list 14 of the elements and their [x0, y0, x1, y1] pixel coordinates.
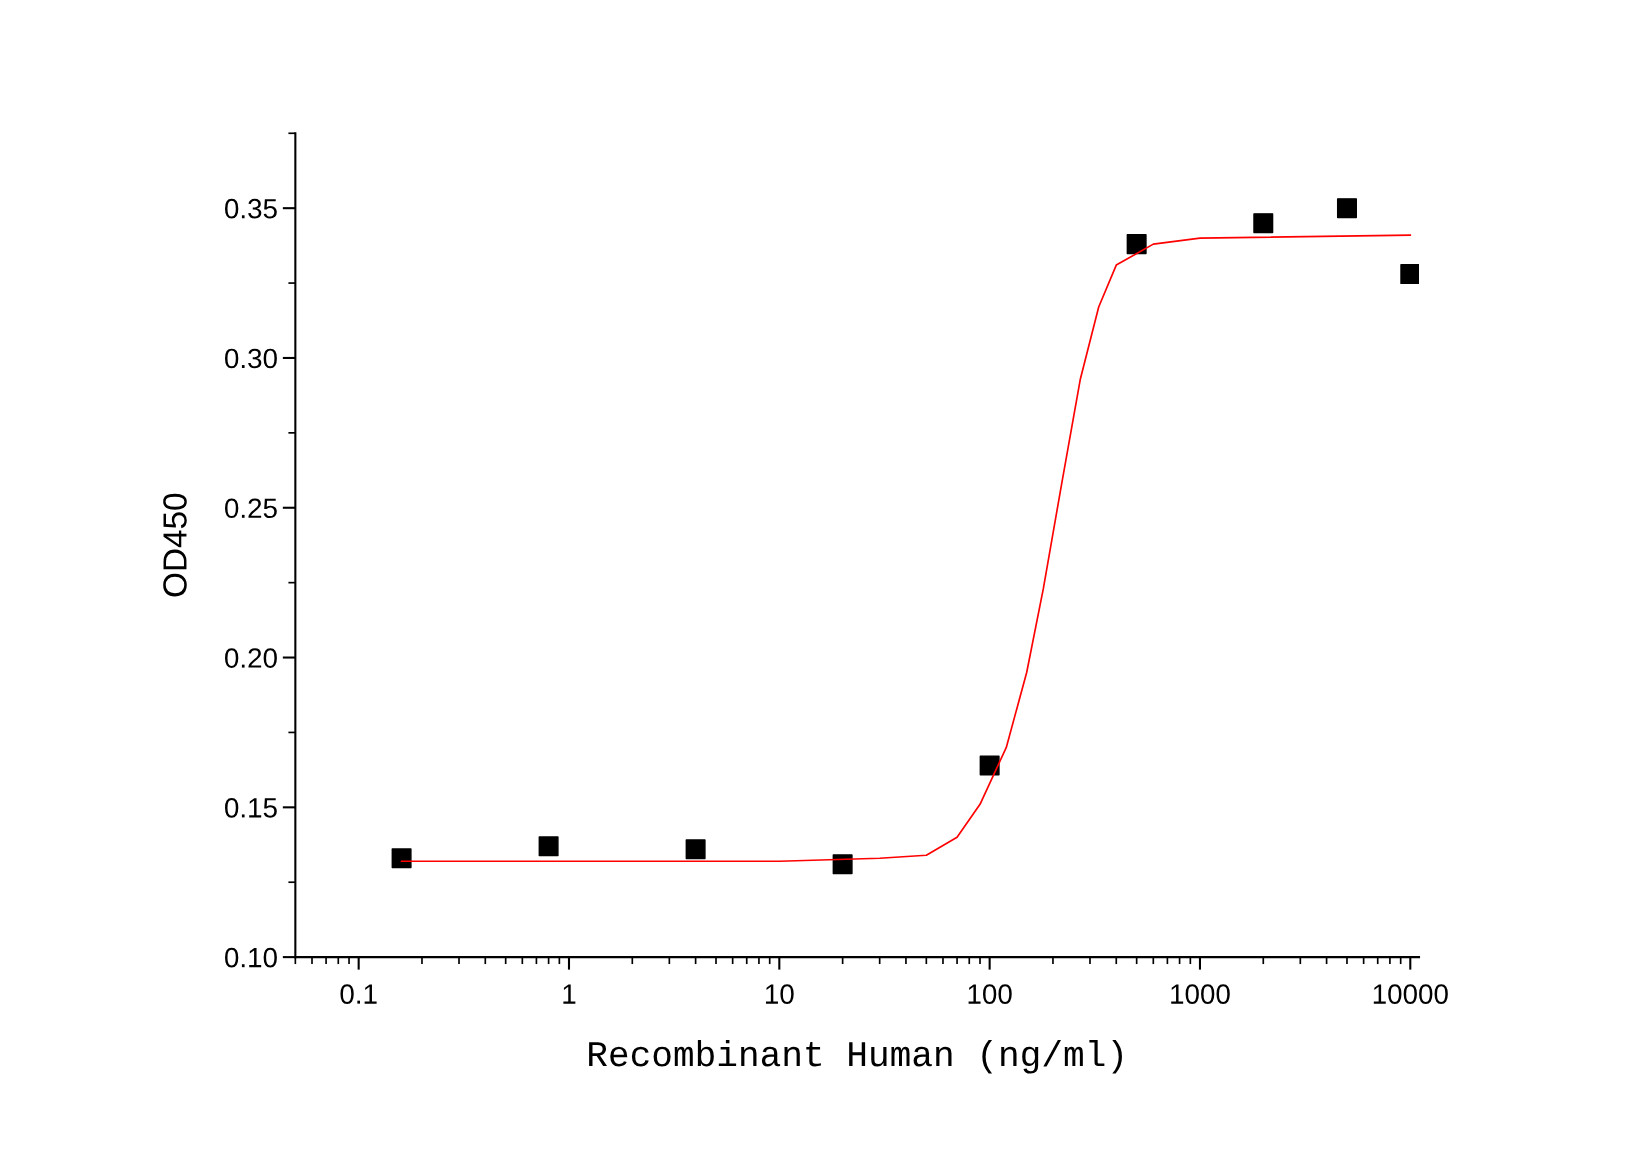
y-tick-label: 0.20	[225, 648, 277, 668]
y-tick-label: 0.30	[225, 348, 277, 369]
y-tick-label: 0.25	[225, 498, 277, 519]
x-tick-label: 100	[968, 984, 1012, 1004]
x-axis-title: Recombinant Human (ng/ml)	[589, 1039, 1122, 1074]
x-tick-label: 0.1	[340, 984, 377, 1004]
y-tick-label: 0.35	[225, 198, 277, 219]
y-tick-label: 0.15	[225, 798, 277, 818]
y-axis-title: OD450	[163, 493, 187, 597]
y-tick-label: 0.10	[225, 947, 277, 968]
x-tick-label: 10	[765, 984, 794, 1004]
x-tick-label: 1	[563, 984, 576, 1004]
x-tick-label: 10000	[1373, 984, 1448, 1004]
x-tick-label: 1000	[1171, 984, 1230, 1004]
